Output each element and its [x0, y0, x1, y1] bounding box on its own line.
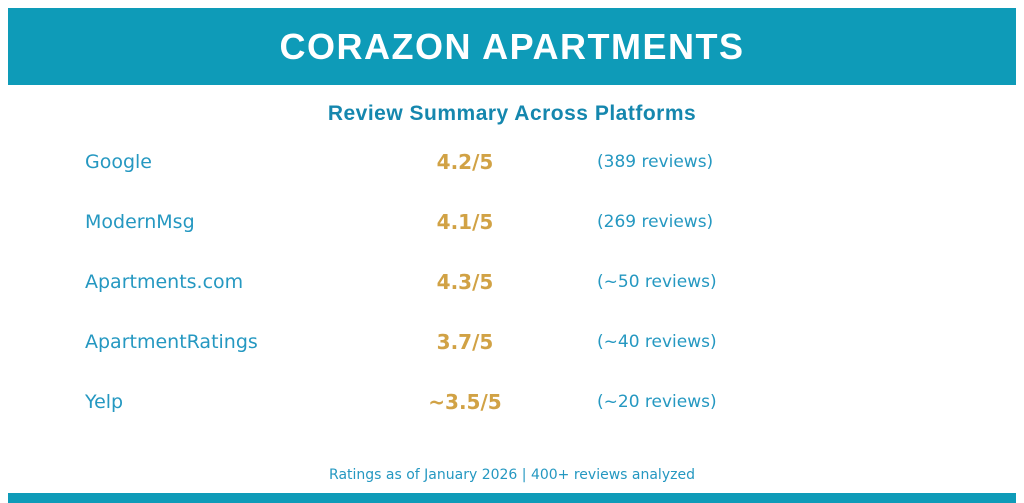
table-row: ModernMsg 4.1/5 (269 reviews) [0, 192, 1024, 252]
platform-name: ModernMsg [85, 211, 195, 233]
table-row: Google 4.2/5 (389 reviews) [0, 132, 1024, 192]
review-count: (~20 reviews) [597, 392, 717, 412]
page-title: CORAZON APARTMENTS [279, 25, 745, 67]
footer-bar [8, 493, 1016, 503]
platform-name: Google [85, 151, 153, 173]
platform-name: Apartments.com [85, 271, 244, 293]
review-table: Google 4.2/5 (389 reviews) ModernMsg 4.1… [0, 132, 1024, 432]
rating-value: 4.3/5 [436, 270, 494, 294]
review-count: (269 reviews) [597, 212, 714, 232]
platform-name: ApartmentRatings [85, 331, 258, 353]
review-count: (389 reviews) [597, 152, 714, 172]
rating-value: 3.7/5 [436, 330, 494, 354]
footer-note: Ratings as of January 2026 | 400+ review… [329, 467, 695, 483]
table-row: ApartmentRatings 3.7/5 (~40 reviews) [0, 312, 1024, 372]
review-count: (~40 reviews) [597, 332, 717, 352]
platform-name: Yelp [85, 391, 124, 413]
rating-value: 4.2/5 [436, 150, 494, 174]
summary-title: Review Summary Across Platforms [327, 102, 697, 125]
table-row: Yelp ~3.5/5 (~20 reviews) [0, 372, 1024, 432]
review-count: (~50 reviews) [597, 272, 717, 292]
rating-value: ~3.5/5 [428, 390, 502, 414]
header-banner: CORAZON APARTMENTS [8, 8, 1016, 85]
table-row: Apartments.com 4.3/5 (~50 reviews) [0, 252, 1024, 312]
rating-value: 4.1/5 [436, 210, 494, 234]
